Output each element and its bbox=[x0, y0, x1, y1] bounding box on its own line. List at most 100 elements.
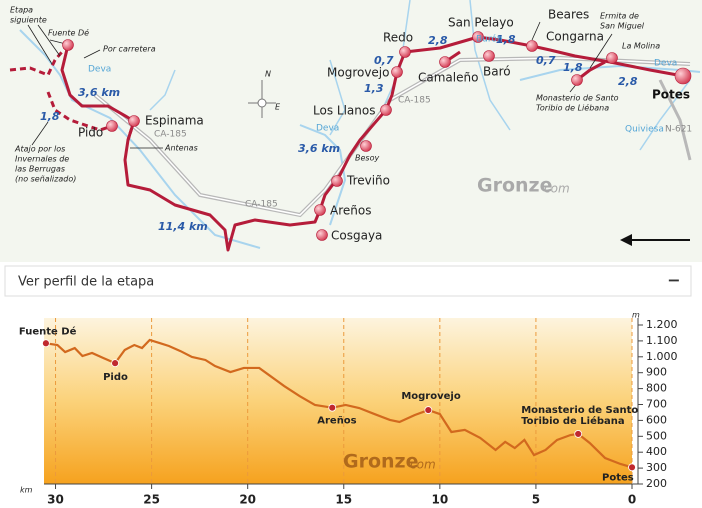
map-label: 2,8 bbox=[618, 75, 638, 88]
map-label: Treviño bbox=[346, 174, 390, 188]
map-label: Invernales de bbox=[15, 155, 69, 164]
town-marker bbox=[391, 66, 403, 78]
town-marker bbox=[380, 104, 392, 116]
x-tick-label: 20 bbox=[239, 493, 256, 507]
town-marker bbox=[128, 115, 140, 127]
town-marker bbox=[526, 40, 538, 52]
map-label: Espinama bbox=[145, 114, 204, 128]
panel-title: Ver perfil de la etapa bbox=[18, 275, 154, 290]
x-tick-label: 30 bbox=[47, 493, 64, 507]
panel-toggle[interactable]: − bbox=[667, 271, 680, 290]
town-marker bbox=[314, 204, 326, 216]
annotation-point bbox=[42, 339, 50, 348]
x-tick-label: 0 bbox=[628, 493, 636, 507]
map-label: Antenas bbox=[164, 144, 198, 153]
map-label: Deva bbox=[316, 124, 339, 134]
map-label: 0,7 bbox=[374, 54, 394, 67]
plot-background bbox=[44, 318, 632, 484]
map-label: N bbox=[265, 70, 271, 79]
annotation-point bbox=[328, 403, 337, 412]
watermark: com bbox=[410, 458, 436, 472]
y-tick-label: 600 bbox=[646, 413, 667, 426]
town-marker bbox=[62, 39, 74, 51]
map-label: 1,3 bbox=[364, 82, 384, 95]
x-tick-label: 10 bbox=[431, 493, 448, 507]
map-label: Etapa bbox=[10, 6, 33, 15]
annotation-label: Areños bbox=[317, 416, 356, 427]
map-label: E bbox=[275, 103, 281, 112]
map-label: San Miguel bbox=[600, 22, 645, 31]
map-label: CA-185 bbox=[154, 130, 187, 140]
map-label: 2,8 bbox=[428, 34, 448, 47]
town-marker bbox=[674, 67, 692, 85]
map-label: Toribio de Liébana bbox=[536, 103, 609, 113]
map-label: Fuente Dé bbox=[48, 28, 89, 38]
map-label: CA-185 bbox=[398, 96, 431, 106]
town-marker bbox=[316, 229, 328, 241]
annotation-label: Mogrovejo bbox=[401, 391, 461, 402]
map-label: 3,6 km bbox=[78, 86, 120, 99]
town-marker bbox=[472, 31, 484, 43]
map-label: Monasterio de Santo bbox=[536, 94, 619, 103]
town-marker bbox=[439, 56, 451, 68]
roads bbox=[93, 55, 692, 218]
map-label: Mogrovejo bbox=[327, 66, 389, 80]
y-tick-label: 1.000 bbox=[646, 350, 678, 363]
y-tick-label: 500 bbox=[646, 429, 667, 442]
map-label: Gronze bbox=[477, 175, 553, 197]
y-tick-label: 1.200 bbox=[646, 318, 678, 331]
town-marker bbox=[106, 120, 118, 132]
x-tick-label: 5 bbox=[532, 493, 540, 507]
annotation-point bbox=[424, 406, 433, 414]
map-background bbox=[0, 0, 702, 262]
profile-line bbox=[45, 338, 633, 469]
annotation-point bbox=[574, 430, 583, 438]
map-label: siguiente bbox=[10, 16, 47, 25]
town-marker bbox=[483, 50, 495, 62]
y-tick-label: 200 bbox=[646, 477, 667, 490]
map-label: Cosgaya bbox=[331, 229, 382, 243]
y-tick-label: 900 bbox=[646, 366, 667, 379]
map-labels: Fuente Dé Pido Espinama Cosgaya Areños Treviñ… bbox=[10, 6, 692, 243]
map-label: 0,7 bbox=[536, 54, 556, 67]
annotation-label: Monasterio de Santo bbox=[521, 405, 638, 416]
map-label: San Pelayo bbox=[448, 16, 514, 30]
town-marker bbox=[331, 175, 343, 187]
map-label: CA-185 bbox=[245, 200, 278, 210]
map-label: 11,4 km bbox=[158, 220, 208, 233]
y-tick-label: 400 bbox=[646, 445, 667, 458]
map-label: 1,8 bbox=[40, 110, 60, 123]
map-label: 1,8 bbox=[496, 33, 516, 46]
map-label: Camaleño bbox=[418, 71, 478, 85]
town-marker bbox=[360, 140, 372, 152]
map-label: las Berrugas bbox=[15, 165, 65, 174]
map-label: Pido bbox=[78, 126, 103, 140]
map-label: Atajo por los bbox=[14, 145, 65, 154]
map-label: Beares bbox=[548, 8, 589, 22]
x-tick-label: 15 bbox=[335, 493, 352, 507]
watermark: Gronze bbox=[343, 451, 419, 473]
y-tick-label: 700 bbox=[646, 398, 667, 411]
leader-lines bbox=[27, 21, 613, 149]
y-axis-label: m bbox=[632, 311, 640, 320]
map-label: Redo bbox=[383, 31, 413, 45]
map-label: Baró bbox=[483, 65, 511, 79]
map-label: Ermita de bbox=[600, 12, 639, 21]
annotation-point bbox=[111, 359, 119, 368]
town-marker bbox=[606, 52, 618, 64]
map-label: Besoy bbox=[355, 154, 379, 163]
map-label: Por carretera bbox=[103, 45, 156, 54]
annotation-label: Toribio de Liébana bbox=[521, 415, 624, 427]
map-label: (no señalizado) bbox=[15, 175, 76, 184]
y-tick-label: 800 bbox=[646, 382, 667, 395]
map-label: 3,6 km bbox=[298, 142, 340, 155]
map-label: Congarna bbox=[546, 30, 604, 44]
annotation-label: Potes bbox=[602, 472, 634, 483]
town-marker bbox=[399, 46, 411, 58]
profile-chart: 30 25 20 15 10 5 0 1.200 1.100 1.000 900 800 700 600 5… bbox=[19, 311, 678, 507]
map-label: Areños bbox=[330, 204, 371, 218]
annotation-label: Fuente Dé bbox=[19, 325, 77, 337]
map-label: N-621 bbox=[665, 125, 692, 135]
map-label: Deva bbox=[654, 59, 677, 69]
